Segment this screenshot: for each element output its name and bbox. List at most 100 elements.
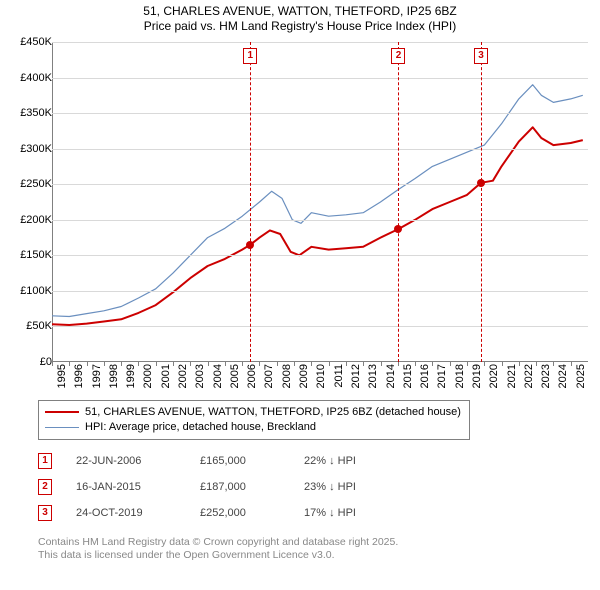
series-price_paid — [52, 127, 583, 325]
x-tick — [104, 362, 105, 366]
x-tick-label: 2016 — [419, 364, 431, 388]
x-tick-label: 1996 — [73, 364, 85, 388]
x-tick-label: 1997 — [91, 364, 103, 388]
legend-label: HPI: Average price, detached house, Brec… — [85, 420, 316, 435]
note-row: 3 24-OCT-2019 £252,000 17% ↓ HPI — [38, 500, 356, 526]
x-tick-label: 2015 — [402, 364, 414, 388]
y-tick-label: £50K — [8, 320, 52, 332]
chart-title: 51, CHARLES AVENUE, WATTON, THETFORD, IP… — [0, 0, 600, 34]
x-tick-label: 2003 — [194, 364, 206, 388]
x-tick-label: 2002 — [177, 364, 189, 388]
x-tick-label: 2022 — [523, 364, 535, 388]
x-tick — [484, 362, 485, 366]
x-tick — [87, 362, 88, 366]
x-tick-label: 2005 — [229, 364, 241, 388]
series-lines — [52, 42, 588, 362]
x-tick — [346, 362, 347, 366]
y-tick-label: £250K — [8, 178, 52, 190]
y-tick-label: £450K — [8, 36, 52, 48]
gridline — [52, 255, 588, 256]
gridline — [52, 184, 588, 185]
x-tick — [190, 362, 191, 366]
x-tick — [450, 362, 451, 366]
note-diff: 22% ↓ HPI — [304, 455, 356, 467]
title-line1: 51, CHARLES AVENUE, WATTON, THETFORD, IP… — [0, 4, 600, 19]
x-tick-label: 2017 — [436, 364, 448, 388]
x-tick-label: 2011 — [333, 364, 345, 388]
note-diff: 23% ↓ HPI — [304, 481, 356, 493]
x-tick — [294, 362, 295, 366]
x-tick-label: 2012 — [350, 364, 362, 388]
note-marker: 3 — [38, 505, 52, 521]
gridline — [52, 220, 588, 221]
x-tick — [398, 362, 399, 366]
event-line — [481, 42, 482, 362]
x-tick — [69, 362, 70, 366]
page: { "title": { "line1": "51, CHARLES AVENU… — [0, 0, 600, 590]
x-tick — [225, 362, 226, 366]
x-tick — [329, 362, 330, 366]
x-tick-label: 2013 — [367, 364, 379, 388]
x-tick-label: 2008 — [281, 364, 293, 388]
x-tick — [242, 362, 243, 366]
x-tick-label: 1998 — [108, 364, 120, 388]
x-tick — [571, 362, 572, 366]
legend: 51, CHARLES AVENUE, WATTON, THETFORD, IP… — [38, 400, 470, 440]
x-tick-label: 2007 — [263, 364, 275, 388]
x-tick-label: 2000 — [142, 364, 154, 388]
x-tick-label: 2021 — [506, 364, 518, 388]
x-tick-label: 1995 — [56, 364, 68, 388]
y-tick-label: £100K — [8, 285, 52, 297]
footer-line2: This data is licensed under the Open Gov… — [38, 549, 398, 562]
event-marker: 1 — [243, 48, 257, 64]
x-tick — [156, 362, 157, 366]
y-tick-label: £300K — [8, 143, 52, 155]
x-tick-label: 2020 — [488, 364, 500, 388]
x-tick — [277, 362, 278, 366]
x-tick — [121, 362, 122, 366]
note-date: 16-JAN-2015 — [76, 481, 176, 493]
gridline — [52, 149, 588, 150]
x-tick — [363, 362, 364, 366]
x-tick-label: 2006 — [246, 364, 258, 388]
gridline — [52, 78, 588, 79]
x-tick — [138, 362, 139, 366]
footer-line1: Contains HM Land Registry data © Crown c… — [38, 536, 398, 549]
event-dot — [246, 241, 254, 249]
x-tick-label: 2001 — [160, 364, 172, 388]
note-price: £165,000 — [200, 455, 280, 467]
note-row: 2 16-JAN-2015 £187,000 23% ↓ HPI — [38, 474, 356, 500]
x-tick-label: 2024 — [557, 364, 569, 388]
gridline — [52, 113, 588, 114]
x-tick — [467, 362, 468, 366]
x-tick — [381, 362, 382, 366]
y-tick-label: £200K — [8, 214, 52, 226]
y-tick-label: £350K — [8, 107, 52, 119]
legend-label: 51, CHARLES AVENUE, WATTON, THETFORD, IP… — [85, 405, 461, 420]
series-hpi — [52, 85, 583, 317]
x-tick — [52, 362, 53, 366]
note-price: £252,000 — [200, 507, 280, 519]
note-date: 24-OCT-2019 — [76, 507, 176, 519]
legend-swatch — [45, 427, 79, 428]
event-line — [250, 42, 251, 362]
x-tick — [553, 362, 554, 366]
legend-item: HPI: Average price, detached house, Brec… — [45, 420, 461, 435]
x-tick — [536, 362, 537, 366]
x-tick-label: 2025 — [575, 364, 587, 388]
gridline — [52, 326, 588, 327]
plot-area: 1995199619971998199920002001200220032004… — [52, 42, 588, 362]
x-tick — [432, 362, 433, 366]
x-tick-label: 2014 — [385, 364, 397, 388]
x-tick — [502, 362, 503, 366]
event-marker: 3 — [474, 48, 488, 64]
event-dot — [477, 179, 485, 187]
x-tick — [173, 362, 174, 366]
x-tick-label: 2009 — [298, 364, 310, 388]
legend-swatch — [45, 411, 79, 413]
y-tick-label: £0 — [8, 356, 52, 368]
x-tick — [311, 362, 312, 366]
legend-item: 51, CHARLES AVENUE, WATTON, THETFORD, IP… — [45, 405, 461, 420]
x-tick — [415, 362, 416, 366]
y-tick-label: £150K — [8, 249, 52, 261]
